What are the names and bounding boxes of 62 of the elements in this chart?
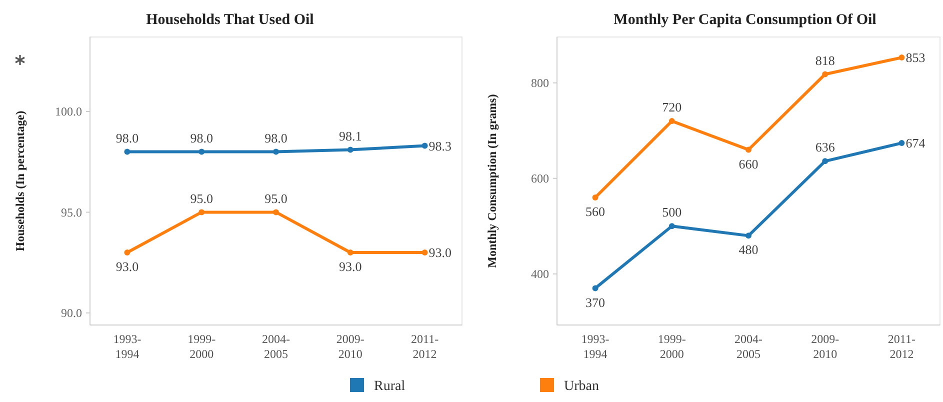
x-tick-label: 2011-2012	[411, 332, 439, 361]
data-label: 98.0	[264, 130, 288, 146]
point	[198, 209, 205, 216]
data-label: 98.0	[190, 130, 213, 146]
x-tick-label: 2004-2005	[262, 332, 290, 361]
y-tick-label: 90.0	[61, 306, 82, 320]
x-tick-label: 1999-2000	[658, 332, 686, 361]
point	[592, 285, 598, 292]
point	[347, 146, 354, 153]
point	[822, 71, 828, 78]
point	[124, 249, 130, 256]
point	[746, 146, 752, 153]
chart-title: Monthly Per Capita Consumption Of Oil	[614, 12, 876, 28]
point	[422, 142, 428, 149]
x-tick-label: 1993-1994	[113, 332, 142, 361]
point	[746, 232, 752, 239]
point	[347, 249, 354, 256]
data-label: 95.0	[190, 190, 213, 206]
point	[898, 54, 905, 61]
point	[822, 158, 828, 164]
data-label: 720	[662, 100, 682, 115]
data-label: 818	[815, 52, 835, 68]
point	[273, 209, 279, 216]
point	[668, 223, 675, 230]
data-label: 500	[662, 204, 682, 220]
data-label: 98.0	[116, 130, 139, 146]
data-label: 660	[738, 156, 758, 172]
data-label: 93.0	[428, 245, 452, 260]
y-tick-label: 95.0	[61, 205, 82, 220]
data-label: 560	[586, 204, 606, 220]
y-axis-title: Monthly Consumption (In grams)	[485, 94, 500, 268]
point	[422, 249, 428, 256]
data-label: 370	[586, 294, 606, 310]
point	[198, 148, 205, 155]
data-label: 93.0	[116, 259, 139, 274]
data-label: 98.1	[339, 128, 362, 144]
point	[898, 140, 905, 146]
y-tick-label: 800	[531, 76, 549, 90]
x-tick-label: 2004-2005	[734, 332, 762, 361]
y-tick-label: 400	[531, 267, 549, 282]
x-tick-label: 2011-2012	[888, 332, 916, 361]
point	[668, 118, 675, 124]
chart-title: Households That Used Oil	[146, 12, 314, 28]
data-label: 93.0	[339, 259, 362, 274]
y-tick-label: 600	[531, 172, 549, 186]
x-tick-label: 1993-1994	[581, 332, 610, 361]
x-tick-label: 1999-2000	[188, 332, 216, 361]
data-label: 480	[738, 242, 758, 258]
legend-label: Urban	[564, 378, 599, 394]
y-axis-title: Households (In percentage)	[13, 110, 28, 252]
data-label: 98.3	[428, 138, 452, 154]
data-label: 95.0	[264, 190, 288, 206]
data-label: 674	[906, 136, 926, 151]
x-tick-label: 2009-2010	[336, 332, 364, 361]
point	[273, 148, 279, 155]
legend-label: Rural	[374, 378, 406, 394]
data-label: 853	[906, 50, 926, 66]
point	[592, 194, 598, 200]
data-label: 636	[815, 140, 836, 155]
point	[124, 148, 130, 155]
x-tick-label: 2009-2010	[811, 332, 840, 361]
y-tick-label: 100.0	[55, 104, 82, 119]
